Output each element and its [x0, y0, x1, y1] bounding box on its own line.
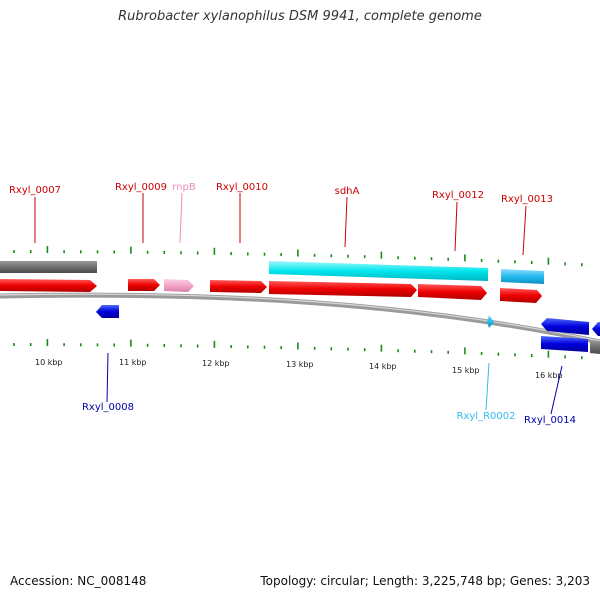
leader-R0002	[485, 362, 490, 411]
genome-summary-text: Topology: circular; Length: 3,225,748 bp…	[260, 574, 590, 588]
gene-labels: Rxyl_0007 Rxyl_0009 rnpB Rxyl_0010 sdhA …	[9, 182, 576, 426]
cds-forward-0010	[210, 280, 267, 293]
scale-label-11kbp: 11 kbp	[119, 358, 147, 367]
gene-label-Rxyl_0014: Rxyl_0014	[524, 415, 576, 426]
genome-backbone-highlight	[0, 293, 600, 342]
scale-label-16kbp: 16 kbp	[535, 371, 563, 380]
gene-label-Rxyl_0008: Rxyl_0008	[82, 402, 134, 413]
gene-label-Rxyl_0010: Rxyl_0010	[216, 182, 268, 193]
label-leaders	[34, 192, 563, 415]
scale-label-15kbp: 15 kbp	[452, 366, 480, 375]
grey-feature-right	[590, 340, 600, 354]
gene-label-sdhA: sdhA	[335, 186, 360, 197]
leader-0014	[550, 365, 563, 415]
leader-0012	[454, 201, 458, 252]
cds-reverse-0008	[96, 305, 119, 318]
scale-label-13kbp: 13 kbp	[286, 360, 314, 369]
cds-forward-0012	[418, 284, 487, 300]
cds-forward-0007	[0, 279, 97, 292]
leader-0008	[106, 352, 109, 403]
leader-0013	[522, 205, 527, 256]
scale-label-14kbp: 14 kbp	[369, 362, 397, 371]
gene-label-Rxyl_0009: Rxyl_0009	[115, 182, 167, 193]
cds-forward-sdhA	[269, 281, 417, 297]
trna-R0002	[487, 315, 494, 328]
gene-label-Rxyl_R0002: Rxyl_R0002	[457, 411, 516, 422]
scale-label-10kbp: 10 kbp	[35, 358, 63, 367]
trna-feature-top	[501, 269, 544, 284]
leader-rnpB	[179, 192, 183, 244]
accession-text: Accession: NC_008148	[10, 574, 147, 588]
rrna-feature	[269, 261, 488, 281]
cds-reverse-0014b	[592, 322, 600, 336]
gene-label-Rxyl_0013: Rxyl_0013	[501, 194, 553, 205]
gene-label-rnpB: rnpB	[172, 182, 196, 193]
gene-label-Rxyl_0012: Rxyl_0012	[432, 190, 484, 201]
cds-reverse-0014a	[541, 318, 589, 335]
rna-rnpB	[164, 279, 194, 292]
scale-label-12kbp: 12 kbp	[202, 359, 230, 368]
genome-backbone	[0, 292, 600, 345]
scale-labels: 10 kbp 11 kbp 12 kbp 13 kbp 14 kbp 15 kb…	[35, 358, 563, 380]
grey-feature-left	[0, 261, 97, 273]
cds-forward-0013	[500, 288, 542, 303]
map-title: Rubrobacter xylanophilus DSM 9941, compl…	[118, 9, 482, 24]
scale-ticks	[13, 246, 583, 360]
cds-reverse-lower	[541, 336, 588, 352]
gene-label-Rxyl_0007: Rxyl_0007	[9, 185, 61, 196]
cds-forward-0009	[128, 279, 160, 291]
leader-sdhA	[344, 196, 348, 248]
